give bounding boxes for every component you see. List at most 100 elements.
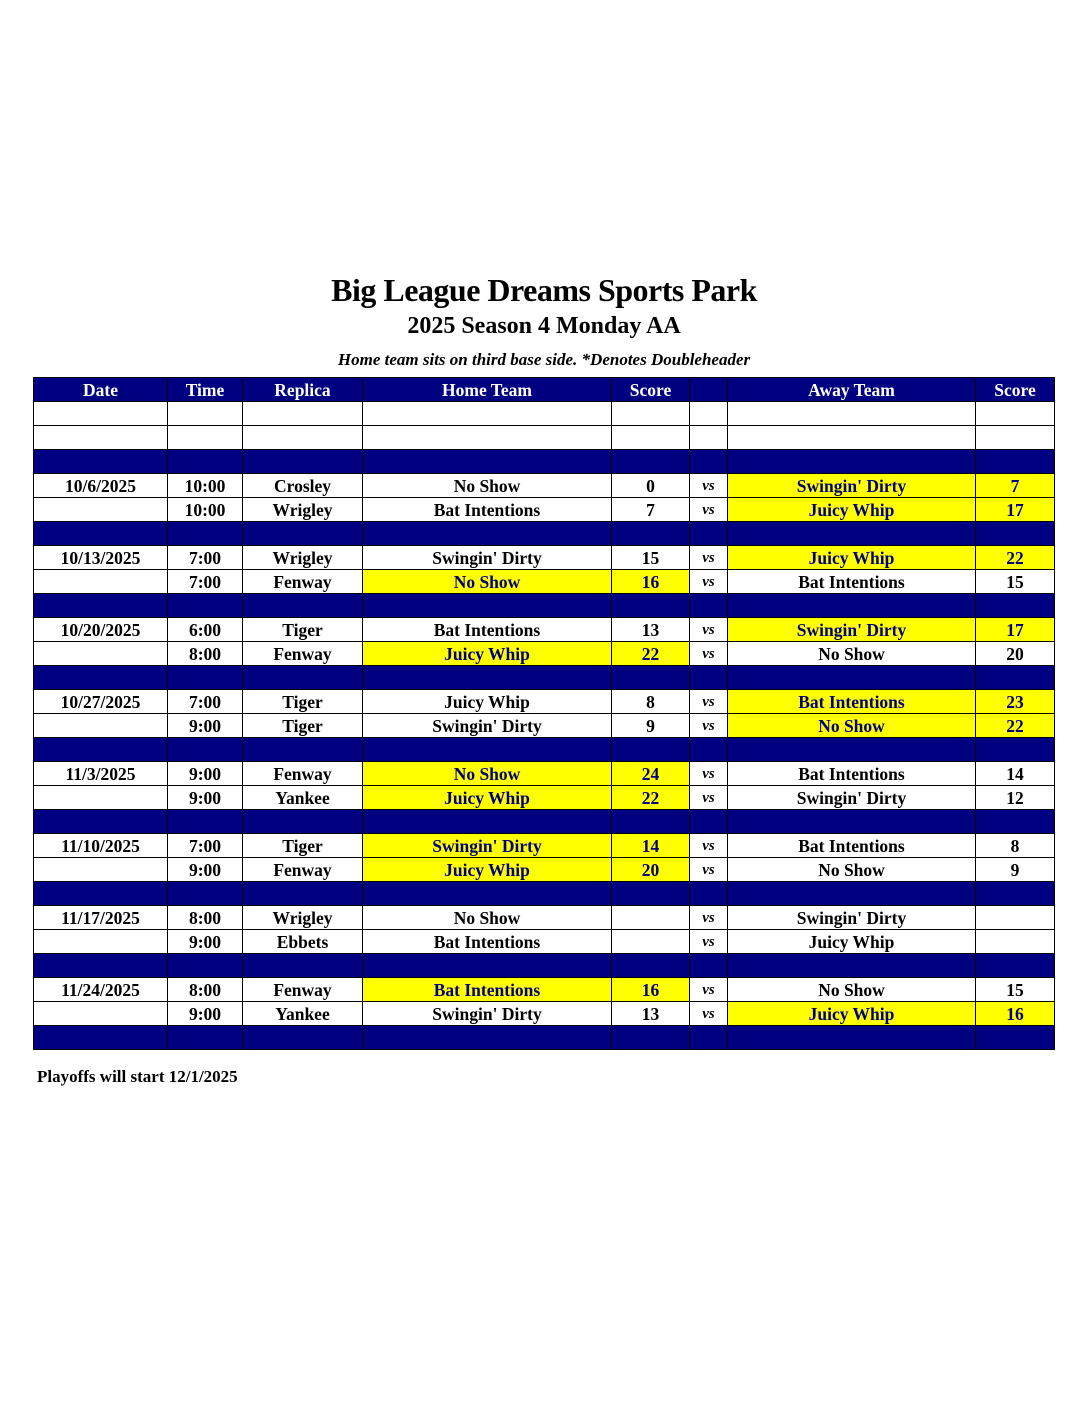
empty-cell — [611, 1025, 690, 1050]
home-team: Bat Intentions — [362, 497, 612, 522]
game-time: 8:00 — [167, 641, 243, 666]
col-replica: Replica — [242, 377, 363, 402]
col-time: Time — [167, 377, 243, 402]
week-separator — [33, 521, 1055, 546]
home-team: Swingin' Dirty — [362, 833, 612, 858]
away-team: Swingin' Dirty — [727, 473, 976, 498]
game-time: 9:00 — [167, 857, 243, 882]
vs-label: vs — [689, 545, 728, 570]
home-score: 16 — [611, 977, 690, 1002]
game-row: 9:00 Tiger Swingin' Dirty 9 vs No Show 22 — [33, 713, 1055, 738]
empty-cell — [33, 953, 168, 978]
empty-cell — [33, 809, 168, 834]
home-team: No Show — [362, 569, 612, 594]
empty-cell — [33, 881, 168, 906]
game-date: 10/13/2025 — [33, 545, 168, 570]
field-replica: Wrigley — [242, 905, 363, 930]
vs-label: vs — [689, 929, 728, 954]
empty-cell — [167, 665, 243, 690]
empty-cell — [167, 1025, 243, 1050]
game-time: 8:00 — [167, 905, 243, 930]
game-row: 10/20/2025 6:00 Tiger Bat Intentions 13 vs Swi… — [33, 617, 1055, 642]
empty-cell — [689, 449, 728, 474]
game-date — [33, 929, 168, 954]
game-row: 9:00 Yankee Juicy Whip 22 vs Swingin' Dirty 12 — [33, 785, 1055, 810]
empty-cell — [611, 737, 690, 762]
empty-cell — [689, 593, 728, 618]
empty-cell — [362, 521, 612, 546]
game-date — [33, 641, 168, 666]
away-score — [975, 929, 1055, 954]
empty-cell — [242, 425, 363, 450]
blank-row — [33, 425, 1055, 450]
empty-cell — [33, 737, 168, 762]
home-score: 13 — [611, 1001, 690, 1026]
game-date — [33, 857, 168, 882]
game-time: 7:00 — [167, 545, 243, 570]
game-date: 11/17/2025 — [33, 905, 168, 930]
empty-cell — [689, 881, 728, 906]
game-date — [33, 1001, 168, 1026]
home-team: No Show — [362, 905, 612, 930]
vs-label: vs — [689, 977, 728, 1002]
empty-cell — [362, 881, 612, 906]
vs-label: vs — [689, 497, 728, 522]
game-time: 9:00 — [167, 761, 243, 786]
away-team: No Show — [727, 977, 976, 1002]
game-time: 8:00 — [167, 977, 243, 1002]
game-time: 9:00 — [167, 713, 243, 738]
away-score: 16 — [975, 1001, 1055, 1026]
empty-cell — [167, 953, 243, 978]
home-team: Bat Intentions — [362, 929, 612, 954]
home-score: 16 — [611, 569, 690, 594]
week-separator — [33, 665, 1055, 690]
empty-cell — [689, 953, 728, 978]
empty-cell — [362, 809, 612, 834]
field-replica: Fenway — [242, 977, 363, 1002]
home-score — [611, 905, 690, 930]
home-score: 14 — [611, 833, 690, 858]
home-score: 9 — [611, 713, 690, 738]
game-time: 7:00 — [167, 833, 243, 858]
away-team: No Show — [727, 641, 976, 666]
game-date — [33, 713, 168, 738]
away-team: Juicy Whip — [727, 497, 976, 522]
vs-label: vs — [689, 1001, 728, 1026]
week-separator — [33, 593, 1055, 618]
empty-cell — [611, 665, 690, 690]
away-score: 15 — [975, 977, 1055, 1002]
field-replica: Ebbets — [242, 929, 363, 954]
empty-cell — [975, 401, 1055, 426]
empty-cell — [975, 593, 1055, 618]
game-row: 9:00 Yankee Swingin' Dirty 13 vs Juicy Whip 16 — [33, 1001, 1055, 1026]
vs-label: vs — [689, 713, 728, 738]
game-row: 9:00 Ebbets Bat Intentions vs Juicy Whip — [33, 929, 1055, 954]
empty-cell — [33, 401, 168, 426]
empty-cell — [33, 521, 168, 546]
away-score: 9 — [975, 857, 1055, 882]
vs-label: vs — [689, 761, 728, 786]
field-replica: Fenway — [242, 569, 363, 594]
game-time: 9:00 — [167, 929, 243, 954]
home-score: 8 — [611, 689, 690, 714]
game-time: 6:00 — [167, 617, 243, 642]
home-team: Bat Intentions — [362, 977, 612, 1002]
week-separator — [33, 1025, 1055, 1050]
empty-cell — [975, 881, 1055, 906]
game-time: 7:00 — [167, 569, 243, 594]
empty-cell — [362, 1025, 612, 1050]
empty-cell — [727, 665, 976, 690]
empty-cell — [727, 1025, 976, 1050]
empty-cell — [167, 521, 243, 546]
away-score: 12 — [975, 785, 1055, 810]
game-row: 11/24/2025 8:00 Fenway Bat Intentions 16 vs No… — [33, 977, 1055, 1002]
field-replica: Tiger — [242, 713, 363, 738]
game-row: 9:00 Fenway Juicy Whip 20 vs No Show 9 — [33, 857, 1055, 882]
schedule-note: Home team sits on third base side. *Deno… — [337, 350, 751, 369]
away-team: Bat Intentions — [727, 833, 976, 858]
empty-cell — [242, 881, 363, 906]
empty-cell — [33, 449, 168, 474]
home-score: 24 — [611, 761, 690, 786]
empty-cell — [727, 521, 976, 546]
home-score: 7 — [611, 497, 690, 522]
